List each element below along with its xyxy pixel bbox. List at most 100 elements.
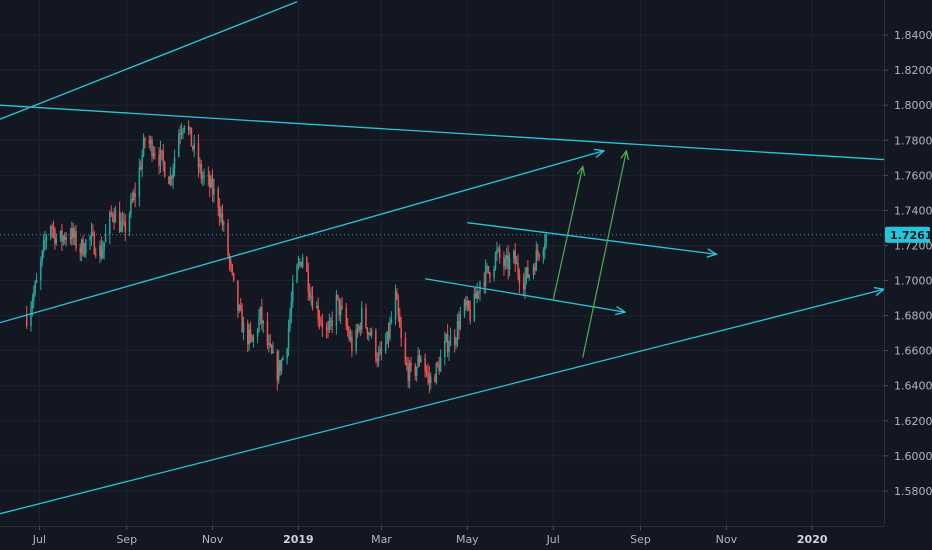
candle-body [199,164,201,168]
candle-body [262,320,264,324]
candle-body [203,175,205,178]
candle-body [218,207,221,218]
rising-channel-lower-line [0,289,884,515]
candle-body [192,146,194,150]
candle-body [227,222,229,256]
candle-body [545,234,547,245]
candle-body [484,266,487,287]
candle-body [414,365,417,376]
candle-body [49,226,52,238]
candle-body [220,213,222,218]
candle-body [182,130,184,133]
candle-body [349,337,352,340]
candle-body [444,340,446,358]
candle-body [54,229,56,244]
price-tick-label: 1.82000 [894,64,932,77]
candle-body [45,237,48,241]
trend-lines[interactable] [0,1,884,515]
candle-body [61,230,63,242]
price-axis[interactable]: 1.84000 1.82000 1.80000 1.78000 1.76000 1.740… [884,0,932,550]
candle-body [154,153,156,156]
time-axis[interactable]: Jul Sep Nov 2019 Mar May Jul Sep Nov 2020 [0,526,932,550]
candle-body [217,188,219,208]
candle-body [237,280,239,311]
candle-body [489,272,491,278]
time-tick-label: Mar [371,533,392,546]
candle-body [508,258,511,270]
candle-body [535,250,538,271]
candle-body [141,155,143,170]
price-tick-label: 1.76000 [894,169,932,182]
candle-body [259,307,262,318]
candle-body [453,335,456,345]
candle-body [297,262,300,266]
candle-body [407,366,409,381]
candle-body [144,138,146,142]
price-tick-label: 1.84000 [894,29,932,42]
price-tick-label: 1.62000 [894,415,932,428]
candle-body [469,309,471,321]
candle-body [246,323,249,345]
time-tick-label: Sep [116,533,137,546]
candle-body [173,156,176,169]
candle-body [400,327,402,339]
candle-body [486,266,488,268]
candle-body [248,329,250,345]
candle-body [386,331,388,344]
candle-body [438,364,440,372]
candle-body [134,192,136,197]
candle-body [34,282,36,293]
time-axis-background [0,526,932,550]
candle-body [210,178,212,188]
price-axis-background [884,0,932,550]
candle-body [142,138,145,156]
candle-body [292,282,294,302]
price-tick-label: 1.70000 [894,275,932,288]
candle-body [40,261,42,281]
candle-body [339,305,342,315]
candle-body [301,257,304,267]
candle-body [428,374,431,384]
candle-body [345,307,348,326]
candle-body [35,280,38,283]
candle-body [158,155,160,166]
candle-body [315,305,318,309]
candle-body [280,359,283,372]
candle-body [110,212,112,215]
candle-body [25,315,28,327]
candle-body [172,168,174,179]
candle-body [445,334,447,341]
candle-body [118,211,121,232]
candle-body [111,214,114,217]
candle-body [230,261,232,265]
candle-body [242,323,245,333]
candle-body [62,236,65,242]
candle-body [71,228,73,240]
candle-body [151,139,153,157]
candle-body [94,254,97,256]
candle-body [82,239,84,255]
projection-arrows[interactable] [552,151,626,358]
candle-body [542,250,545,257]
candle-body [252,336,255,342]
candle-body [286,348,288,359]
candle-body [131,199,134,201]
candle-body [109,212,111,234]
candle-body [83,253,86,255]
candle-body [170,176,173,179]
candle-body [396,291,398,300]
candle-body [269,342,272,346]
candle-body [455,340,457,345]
candle-body [282,358,284,360]
candle-body [299,262,301,264]
candle-body [149,139,152,144]
candle-body [397,299,400,316]
candle-body [307,271,310,292]
candle-body [361,307,363,330]
candle-body [123,220,125,222]
candle-body [193,143,196,150]
candle-body [327,329,329,331]
candle-body [256,330,259,337]
candle-body [200,164,203,179]
